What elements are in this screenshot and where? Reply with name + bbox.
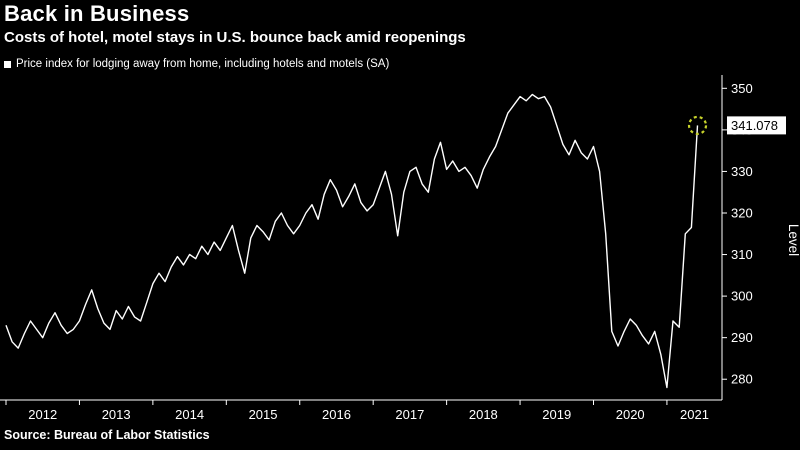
y-axis-tick-label: 300 [731, 289, 753, 304]
x-axis-tick-label: 2014 [175, 407, 204, 422]
page-title: Back in Business [4, 1, 190, 26]
last-value-callout-label: 341.078 [731, 118, 778, 133]
y-axis-tick-label: 350 [731, 81, 753, 96]
x-axis-tick-label: 2015 [249, 407, 278, 422]
x-axis-tick-label: 2012 [28, 407, 57, 422]
y-axis-tick-label: 330 [731, 164, 753, 179]
last-value-callout-box [727, 116, 786, 135]
x-axis-tick-label: 2020 [616, 407, 645, 422]
legend-square-icon [4, 60, 11, 68]
x-axis-tick-label: 2021 [680, 407, 709, 422]
y-axis-tick-label: 290 [731, 330, 753, 345]
x-axis-tick-label: 2018 [469, 407, 498, 422]
y-axis-tick-label: 280 [731, 372, 753, 387]
chart-subtitle: Costs of hotel, motel stays in U.S. boun… [4, 29, 466, 46]
x-axis-tick-label: 2016 [322, 407, 351, 422]
y-axis-tick-label: 320 [731, 205, 753, 220]
legend-label: Price index for lodging away from home, … [16, 58, 390, 70]
source-attribution: Source: Bureau of Labor Statistics [4, 428, 210, 442]
y-axis-title: Level [786, 224, 800, 256]
legend: Price index for lodging away from home, … [4, 58, 389, 70]
x-axis-tick-label: 2019 [542, 407, 571, 422]
last-point-highlight-circle [687, 115, 708, 135]
y-axis-tick-label: 310 [731, 247, 753, 262]
price-index-series-line [5, 93, 699, 389]
x-axis-tick-label: 2017 [395, 407, 424, 422]
x-axis-tick-label: 2013 [102, 407, 131, 422]
